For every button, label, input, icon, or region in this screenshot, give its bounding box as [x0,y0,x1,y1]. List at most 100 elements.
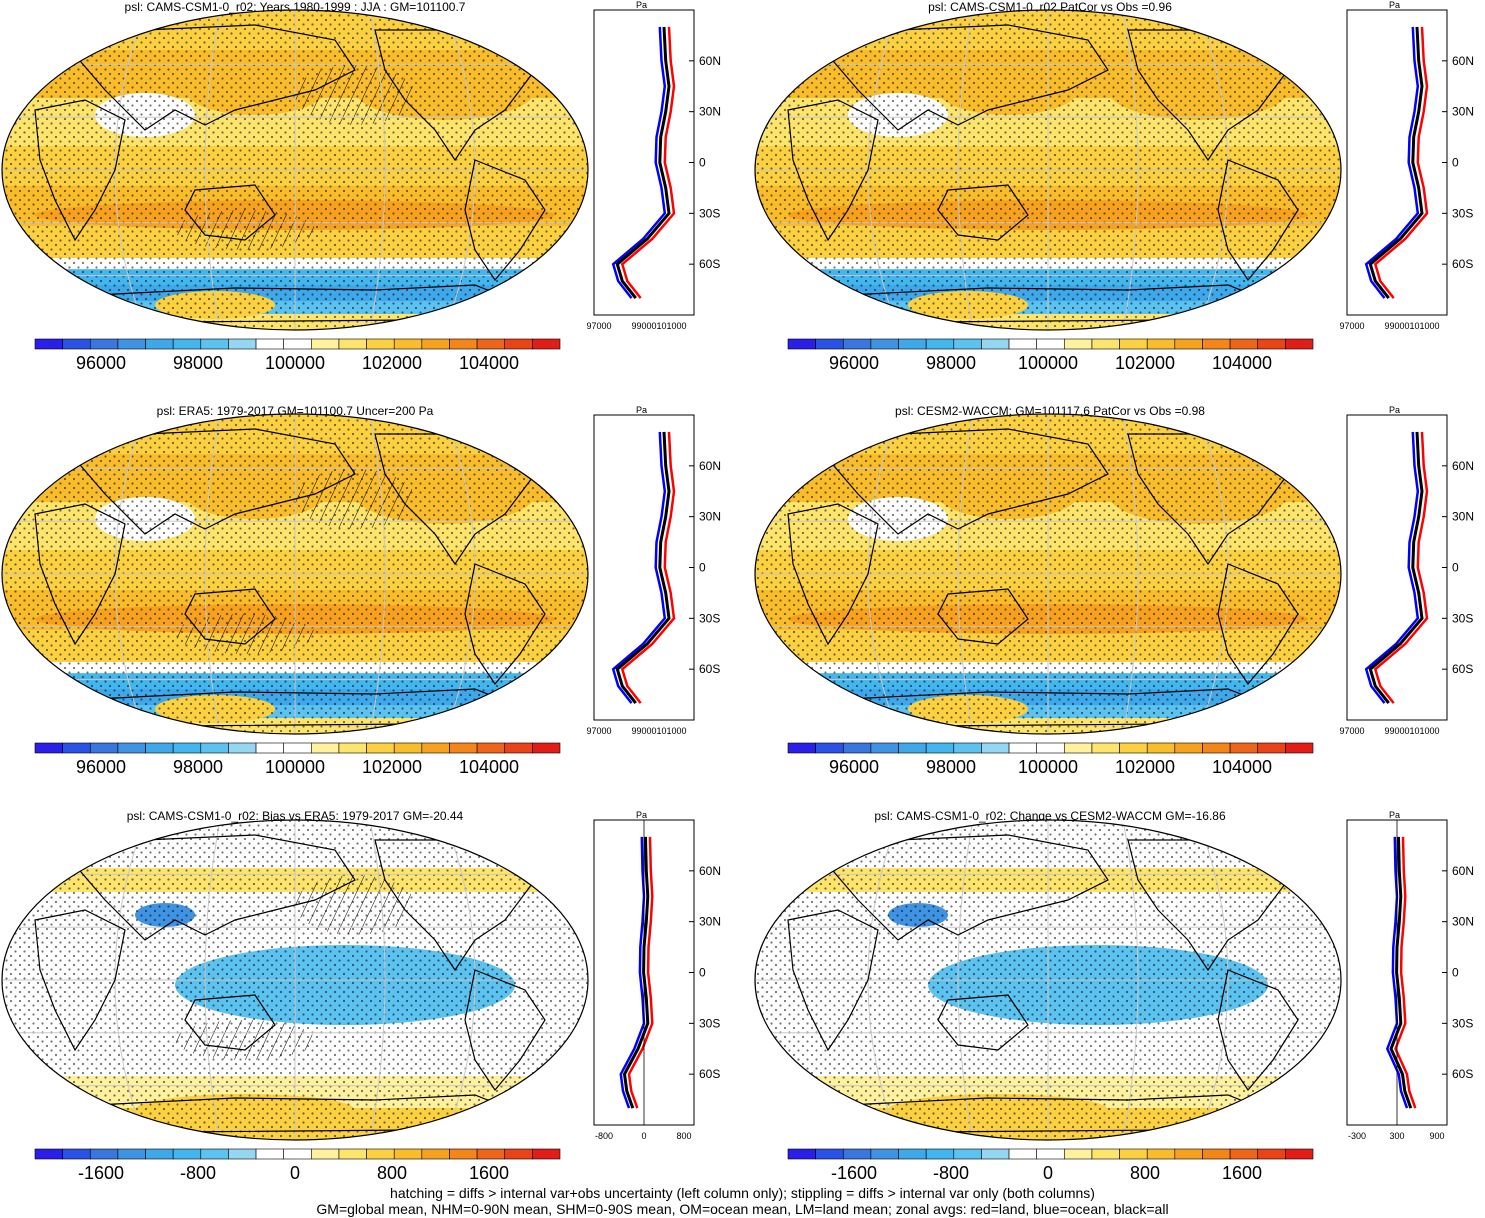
lat-tick-label: 30S [1452,206,1473,220]
panel-title-2: psl: CAMS-CSM1-0_r02 PatCor vs Obs =0.96 [928,0,1172,14]
lat-tick-label: 30N [1452,105,1474,119]
colorbar-swatch [117,742,146,754]
colorbar-tick-label: -1600 [830,1163,878,1183]
lat-tick-label: 60N [699,54,721,68]
colorbar-swatch [504,1148,533,1160]
colorbar-swatch [1091,1148,1120,1160]
colorbar-swatch [89,1148,119,1160]
colorbar-swatch [1064,742,1093,754]
hatching-region [295,469,415,529]
zonal-line-land [620,26,676,299]
colorbar-swatch [925,338,955,350]
zonal-profile-1: 60N 30N 0 30S 60S Pa 97000 99000101000 [586,0,721,331]
zonal-x-tick-label: 99000101000 [1384,726,1439,736]
colorbar-swatch [311,742,340,754]
coastline [73,428,356,535]
colorbar-tick-label: 800 [1129,1163,1161,1183]
lat-tick-label: 60S [1452,662,1473,676]
lat-tick-label: 60N [1452,864,1474,878]
colorbar-swatch [981,742,1010,754]
lat-tick-label: 30N [699,105,721,119]
colorbar-4 [787,742,1314,754]
zonal-x-tick-label: 900 [1429,1131,1444,1141]
colorbar-swatch [1174,742,1203,754]
zonal-line-ocean [611,431,667,704]
colorbar-tick-label: 98000 [925,353,977,373]
lat-tick-label: 60S [699,1067,720,1081]
map-border [1,413,589,735]
lat-tick-label: 60N [1452,54,1474,68]
colorbar-swatch [870,742,899,754]
lat-tick-label: 60S [699,257,720,271]
coastline [937,994,1029,1051]
zonal-line-land [627,836,654,1109]
coastline [787,503,879,646]
colorbar-swatch [145,338,174,350]
panel-title-5: psl: CAMS-CSM1-0_r02: Bias vs ERA5: 1979… [126,809,464,823]
colorbar-swatch [787,338,816,350]
lat-tick-label: 0 [1452,156,1459,170]
colorbar-tick-label: 100000 [1017,353,1079,373]
colorbar-swatch [815,742,844,754]
map-panel-3 [1,413,589,735]
lat-tick-label: 30N [1452,915,1474,929]
colorbar-swatch [228,338,257,350]
coastline [787,909,879,1052]
colorbar-tick-label: 96000 [75,757,127,777]
zonal-line-all [622,836,650,1109]
colorbar-swatch [1229,742,1259,754]
colorbar-swatch [200,742,229,754]
colorbar-tick-label: 98000 [172,757,224,777]
lat-tick-label: 30S [699,206,720,220]
colorbar-swatch [476,338,506,350]
colorbar-swatch [172,742,202,754]
zonal-x-tick-label: 99000101000 [631,321,686,331]
hatching-region [175,1020,315,1060]
graticule-line [444,820,476,1140]
colorbar-tick-label: 102000 [1114,757,1176,777]
coastline [1217,159,1299,282]
colorbar-2 [787,338,1314,350]
zonal-frame [593,414,695,721]
lat-tick-label: 0 [699,156,706,170]
graticule-line [369,10,386,330]
panel-title-4: psl: CESM2-WACCM: GM=101117.6 PatCor vs … [895,404,1205,418]
coastline [34,99,126,242]
zonal-unit-label: Pa [1389,405,1400,415]
colorbar-swatch [981,1148,1010,1160]
colorbar-swatch [1257,338,1286,350]
colorbar-swatch [1146,742,1176,754]
colorbar-swatch [1036,742,1065,754]
coastline [826,24,1109,131]
colorbar-swatch [338,1148,367,1160]
colorbar-tick-label: 104000 [458,757,520,777]
colorbar-tick-label: 96000 [75,353,127,373]
colorbar-tick-label: -800 [932,1163,970,1183]
lat-tick-label: 0 [699,966,706,980]
coastline [184,588,276,645]
colorbar-swatch [842,1148,872,1160]
colorbar-swatch [870,1148,899,1160]
coastline [1217,563,1299,686]
colorbar-swatch [366,338,395,350]
colorbar-swatch [925,742,955,754]
colorbar-swatch [366,742,395,754]
lat-tick-label: 60N [699,864,721,878]
colorbar-swatch [338,338,367,350]
colorbar-swatch [504,742,533,754]
colorbar-swatch [338,742,367,754]
colorbar-swatch [228,742,257,754]
footer-line-1: hatching = diffs > internal var+obs unce… [390,1185,1095,1201]
colorbar-swatch [815,1148,844,1160]
lat-tick-label: 60S [1452,1067,1473,1081]
colorbar-swatch [393,742,423,754]
lat-tick-label: 60S [1452,257,1473,271]
colorbar-swatch [449,338,478,350]
panel-title-3: psl: ERA5: 1979-2017 GM=101100.7 Uncer=2… [156,404,434,418]
colorbar-swatch [449,742,478,754]
colorbar-swatch [145,1148,174,1160]
colorbar-swatch [255,338,284,350]
colorbar-tick-label: 800 [376,1163,408,1183]
colorbar-swatch [842,742,872,754]
